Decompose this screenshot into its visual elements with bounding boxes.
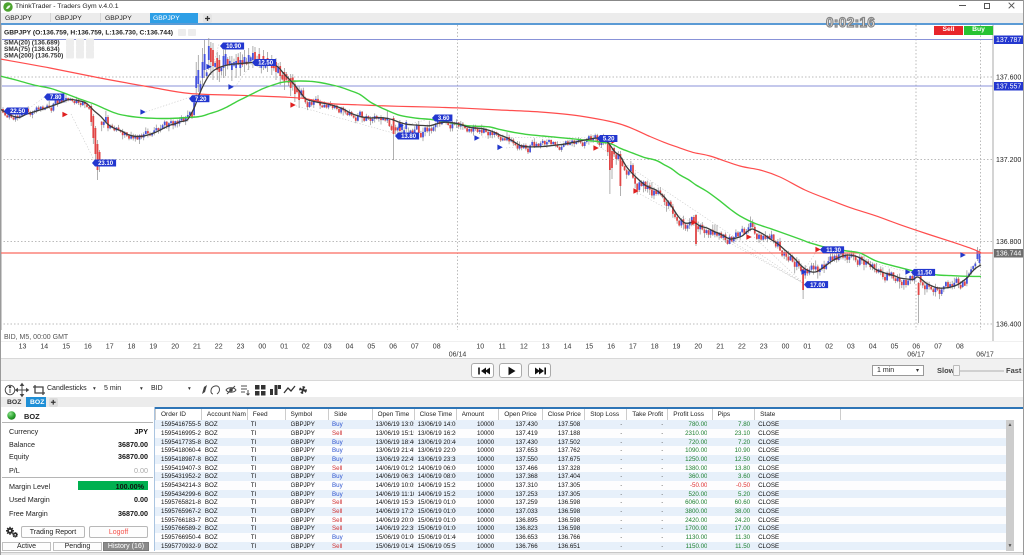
svg-text:13: 13 (19, 344, 27, 351)
svg-text:00: 00 (782, 344, 790, 351)
svg-text:01: 01 (280, 344, 288, 351)
svg-text:23: 23 (237, 344, 245, 351)
svg-text:12: 12 (520, 344, 528, 351)
svg-text:18: 18 (128, 344, 136, 351)
svg-text:SMA(200) (136.750): SMA(200) (136.750) (4, 52, 63, 59)
svg-text:7.20: 7.20 (195, 97, 207, 103)
svg-text:23: 23 (760, 344, 768, 351)
svg-text:137.787: 137.787 (996, 37, 1021, 44)
svg-text:11.30: 11.30 (826, 248, 841, 254)
svg-text:23.10: 23.10 (98, 161, 114, 167)
svg-text:136.400: 136.400 (996, 322, 1021, 329)
svg-text:19: 19 (673, 344, 681, 351)
svg-text:10.90: 10.90 (226, 44, 242, 50)
svg-text:22.50: 22.50 (10, 109, 26, 115)
svg-text:10: 10 (476, 344, 484, 351)
svg-text:16: 16 (607, 344, 615, 351)
svg-text:07: 07 (934, 344, 942, 351)
svg-text:21: 21 (193, 344, 201, 351)
svg-text:11: 11 (498, 344, 505, 351)
svg-text:01: 01 (803, 344, 811, 351)
svg-text:SMA(75) (136.634): SMA(75) (136.634) (4, 46, 60, 53)
svg-text:02: 02 (302, 344, 310, 351)
svg-text:07: 07 (411, 344, 419, 351)
svg-text:7.80: 7.80 (50, 95, 62, 101)
svg-text:06/17: 06/17 (907, 352, 925, 359)
svg-text:14: 14 (40, 344, 48, 351)
svg-text:12.50: 12.50 (258, 61, 274, 67)
svg-text:137.600: 137.600 (996, 75, 1021, 82)
svg-text:06/17: 06/17 (976, 352, 994, 359)
svg-text:22: 22 (215, 344, 223, 351)
svg-text:08: 08 (956, 344, 964, 351)
svg-text:137.200: 137.200 (996, 157, 1021, 164)
svg-text:08: 08 (433, 344, 441, 351)
svg-text:SMA(20) (136.689): SMA(20) (136.689) (4, 39, 60, 46)
svg-text:17.00: 17.00 (810, 283, 826, 289)
svg-text:136.800: 136.800 (996, 239, 1021, 246)
svg-text:22: 22 (738, 344, 746, 351)
svg-text:137.557: 137.557 (996, 84, 1021, 91)
svg-text:11.50: 11.50 (917, 271, 932, 277)
svg-text:00: 00 (258, 344, 266, 351)
svg-text:136.744: 136.744 (996, 251, 1021, 258)
svg-text:GBPJPY (O:136.759, H:136.759,: GBPJPY (O:136.759, H:136.759, L:136.730,… (4, 30, 173, 37)
svg-text:13.80: 13.80 (401, 134, 417, 140)
svg-text:21: 21 (716, 344, 724, 351)
svg-text:16: 16 (84, 344, 92, 351)
svg-text:20: 20 (694, 344, 702, 351)
svg-text:13: 13 (542, 344, 550, 351)
svg-text:05: 05 (891, 344, 899, 351)
svg-text:15: 15 (62, 344, 70, 351)
svg-text:15: 15 (585, 344, 593, 351)
svg-text:04: 04 (869, 344, 877, 351)
svg-text:BID, M5, 00:00 GMT: BID, M5, 00:00 GMT (4, 334, 69, 341)
svg-text:19: 19 (149, 344, 157, 351)
svg-text:02: 02 (825, 344, 833, 351)
svg-text:5.20: 5.20 (603, 137, 615, 143)
svg-text:14: 14 (564, 344, 572, 351)
svg-text:03: 03 (324, 344, 332, 351)
svg-text:03: 03 (847, 344, 855, 351)
svg-text:3.60: 3.60 (438, 116, 450, 122)
svg-text:06: 06 (389, 344, 397, 351)
svg-text:17: 17 (629, 344, 637, 351)
svg-text:06: 06 (912, 344, 920, 351)
svg-text:04: 04 (346, 344, 354, 351)
svg-text:20: 20 (171, 344, 179, 351)
svg-text:06/14: 06/14 (449, 352, 467, 359)
svg-text:17: 17 (106, 344, 114, 351)
svg-text:05: 05 (367, 344, 375, 351)
svg-text:18: 18 (651, 344, 659, 351)
